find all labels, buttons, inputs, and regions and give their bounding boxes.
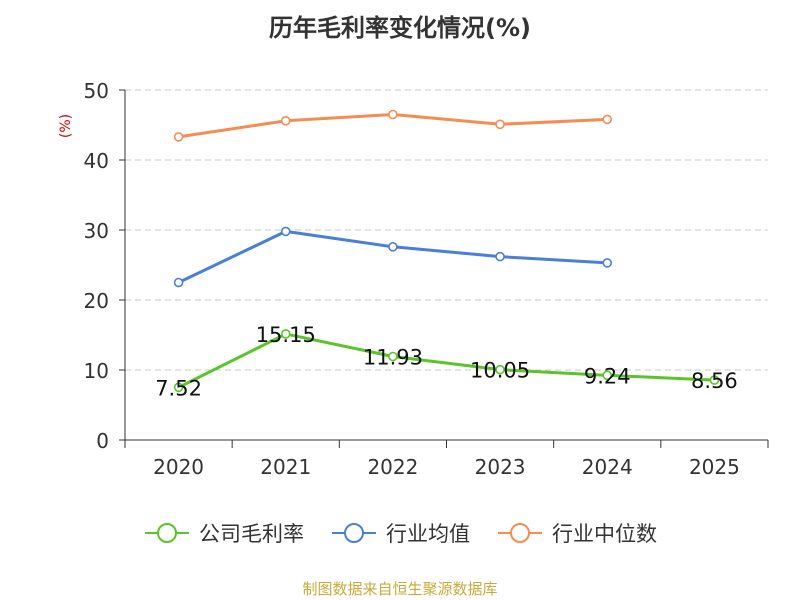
legend-swatch-marker	[157, 523, 177, 543]
data-label: 7.52	[155, 376, 202, 400]
x-tick-label: 2023	[475, 455, 526, 479]
legend-swatch-icon	[332, 523, 376, 543]
data-point	[173, 277, 184, 288]
data-label: 11.93	[363, 345, 423, 369]
series	[173, 109, 720, 393]
legend-item[interactable]: 公司毛利率	[143, 518, 304, 548]
data-label: 15.15	[256, 323, 316, 347]
y-tick-label: 30	[84, 219, 109, 243]
legend-item[interactable]: 行业均值	[330, 518, 470, 548]
data-point	[709, 375, 720, 385]
data-point	[495, 364, 505, 375]
x-tick-label: 2020	[153, 455, 204, 479]
gridlines	[125, 89, 768, 371]
y-tick-label: 40	[84, 149, 109, 173]
data-point	[495, 251, 505, 262]
legend-label: 行业中位数	[552, 522, 657, 546]
legend: 公司毛利率 行业均值 行业中位数	[0, 518, 800, 548]
y-axis-label: (%)	[58, 114, 74, 138]
data-point	[602, 370, 613, 381]
data-point	[280, 329, 291, 339]
data-point	[388, 351, 398, 362]
legend-swatch-marker	[344, 523, 364, 543]
series-line	[177, 332, 715, 389]
data-label: 9.24	[584, 364, 631, 388]
data-point	[280, 116, 291, 126]
legend-swatch-icon	[498, 523, 542, 543]
axes: 0 10 20 30 40 50 2020 2021 2022 2023 2024 2025	[84, 79, 769, 479]
legend-swatch-marker	[510, 523, 530, 543]
y-tick-label: 20	[84, 289, 109, 313]
x-tick-label: 2025	[689, 455, 740, 479]
data-point	[173, 132, 184, 142]
data-point	[388, 109, 398, 120]
chart-title: 历年毛利率变化情况(%)	[269, 14, 531, 42]
data-labels: 7.52 15.15 11.93 10.05 9.24 8.56	[155, 323, 738, 400]
data-point	[388, 242, 398, 252]
data-point	[602, 114, 613, 125]
legend-label: 公司毛利率	[199, 522, 304, 546]
x-tick-label: 2024	[582, 455, 633, 479]
y-tick-label: 0	[96, 429, 109, 453]
data-point	[280, 226, 291, 237]
data-label: 8.56	[691, 369, 738, 393]
series-line	[177, 229, 608, 284]
data-point	[602, 258, 613, 268]
legend-label: 行业均值	[386, 522, 470, 546]
data-point	[495, 119, 505, 130]
x-tick-label: 2021	[260, 455, 311, 479]
data-label: 10.05	[470, 359, 530, 383]
legend-swatch-icon	[145, 523, 189, 543]
source-note: 制图数据来自恒生聚源数据库	[302, 580, 498, 598]
x-tick-label: 2022	[367, 455, 418, 479]
data-point	[173, 382, 184, 393]
legend-item[interactable]: 行业中位数	[496, 518, 657, 548]
y-tick-label: 50	[84, 79, 109, 103]
y-tick-label: 10	[84, 359, 109, 383]
